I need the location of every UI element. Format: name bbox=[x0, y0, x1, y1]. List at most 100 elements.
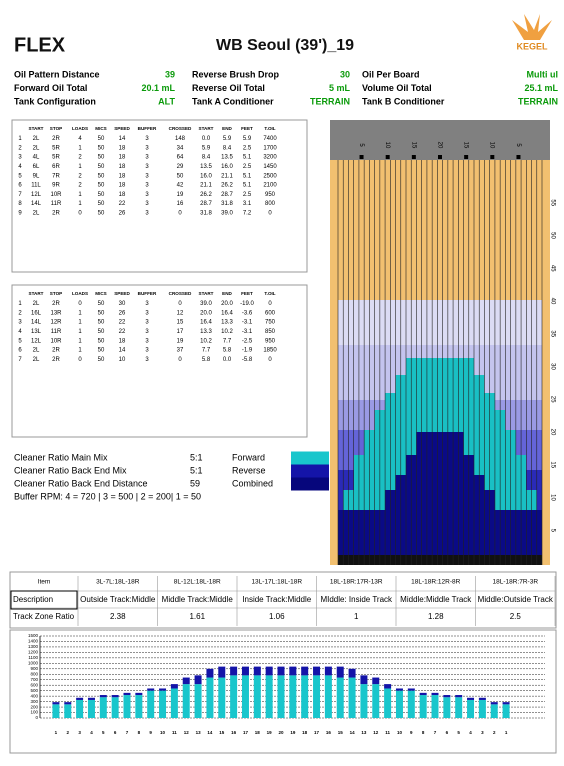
bar bbox=[277, 666, 285, 676]
x-tick-label: 19 bbox=[267, 730, 273, 735]
oil-forward bbox=[406, 358, 474, 375]
cell: 13.5 bbox=[221, 155, 233, 161]
bar bbox=[478, 697, 486, 700]
bar bbox=[241, 666, 249, 676]
distance-label: 40 bbox=[549, 298, 555, 305]
cell: 28.7 bbox=[221, 192, 233, 198]
x-tick-label: 9 bbox=[149, 730, 152, 735]
bar bbox=[289, 666, 297, 676]
x-tick-label: 2 bbox=[67, 730, 70, 735]
summary-value: 5 mL bbox=[329, 83, 351, 93]
zone-header: Item bbox=[38, 579, 51, 586]
x-tick-label: 16 bbox=[231, 730, 237, 735]
board-label: 5 bbox=[358, 143, 364, 147]
cell: 18 bbox=[119, 173, 126, 179]
summary-value: Multi ul bbox=[527, 69, 559, 79]
x-tick-label: 16 bbox=[326, 730, 332, 735]
bar bbox=[336, 677, 344, 718]
cell: 0 bbox=[268, 301, 272, 307]
bar bbox=[52, 702, 60, 705]
bar bbox=[455, 697, 463, 718]
cell: 4L bbox=[33, 155, 40, 161]
y-tick-label: 1000 bbox=[28, 661, 39, 666]
cell: 1 bbox=[78, 164, 82, 170]
cell: 0 bbox=[78, 210, 82, 216]
cell: 26.2 bbox=[200, 192, 212, 198]
cell: 3200 bbox=[263, 155, 277, 161]
cell: -5.8 bbox=[242, 357, 253, 363]
x-tick-label: 10 bbox=[160, 730, 166, 735]
bar bbox=[218, 677, 226, 718]
zone-cell: 1.61 bbox=[189, 612, 205, 621]
cell: 1 bbox=[78, 329, 82, 335]
legend-label: Reverse bbox=[232, 465, 266, 475]
cell: 0 bbox=[178, 301, 182, 307]
board-label: 10 bbox=[384, 142, 390, 149]
x-tick-label: 5 bbox=[457, 730, 460, 735]
cleaner-value: 5:1 bbox=[190, 465, 203, 475]
summary-label: Tank B Conditioner bbox=[362, 96, 445, 106]
board-marker bbox=[385, 155, 390, 159]
lane-band bbox=[338, 300, 542, 345]
cell: 5.8 bbox=[202, 357, 211, 363]
y-tick-label: 900 bbox=[30, 666, 38, 671]
column-header: START bbox=[29, 126, 44, 131]
cell: 3 bbox=[145, 357, 149, 363]
cell: 10R bbox=[50, 192, 62, 198]
column-header: STOP bbox=[50, 126, 62, 131]
cell: 2100 bbox=[263, 183, 277, 189]
cell: 800 bbox=[265, 201, 276, 207]
y-tick-label: 600 bbox=[30, 682, 38, 687]
cell: 0 bbox=[268, 357, 272, 363]
cell: 3 bbox=[145, 201, 149, 207]
bar bbox=[76, 699, 84, 718]
chart-box bbox=[9, 629, 557, 754]
cell: 21.1 bbox=[200, 183, 212, 189]
legend-swatch bbox=[291, 477, 329, 491]
zone-header: 8L-12L:18L-18R bbox=[174, 579, 221, 586]
cell: 26.2 bbox=[221, 183, 233, 189]
bar bbox=[407, 688, 415, 691]
cell: 11R bbox=[51, 201, 62, 207]
cell: 18 bbox=[119, 145, 126, 151]
cell: 5.8 bbox=[223, 348, 232, 354]
cell: 3 bbox=[145, 183, 149, 189]
x-tick-label: 12 bbox=[184, 730, 190, 735]
column-header: T.OIL bbox=[264, 291, 275, 296]
cell: 5.9 bbox=[223, 136, 232, 142]
cell: 0 bbox=[78, 301, 82, 307]
cell: 11R bbox=[51, 329, 62, 335]
zone-cell: 1.06 bbox=[269, 612, 285, 621]
cell: 50 bbox=[98, 357, 105, 363]
cell: 2R bbox=[52, 210, 60, 216]
bar bbox=[443, 695, 451, 698]
y-tick-label: 300 bbox=[30, 699, 38, 704]
y-tick-label: 1200 bbox=[28, 650, 39, 655]
bar bbox=[467, 699, 475, 718]
oil-forward bbox=[385, 393, 495, 410]
buffer-rpm: Buffer RPM: 4 = 720 | 3 = 500 | 2 = 200|… bbox=[14, 491, 201, 501]
cell: 13R bbox=[50, 310, 62, 316]
bar bbox=[253, 675, 261, 718]
summary-value: TERRAIN bbox=[310, 96, 350, 106]
bar bbox=[64, 702, 72, 705]
cell: 1 bbox=[78, 348, 82, 354]
bar bbox=[111, 695, 119, 698]
summary-value: 20.1 mL bbox=[141, 83, 175, 93]
cell: 2R bbox=[52, 357, 60, 363]
cell: 950 bbox=[265, 192, 276, 198]
summary-label: Tank A Conditioner bbox=[192, 96, 274, 106]
cell: 50 bbox=[98, 201, 105, 207]
legend-label: Combined bbox=[232, 478, 273, 488]
cell: 3 bbox=[145, 310, 149, 316]
board-label: 10 bbox=[489, 142, 495, 149]
bar bbox=[170, 684, 178, 689]
x-tick-label: 7 bbox=[434, 730, 437, 735]
summary-value: 25.1 mL bbox=[524, 83, 558, 93]
zone-header: 18L-18R:12R-8R bbox=[411, 579, 460, 586]
bar bbox=[502, 702, 510, 705]
x-tick-label: 13 bbox=[196, 730, 202, 735]
cell: 9 bbox=[18, 210, 22, 216]
cell: 4 bbox=[18, 329, 22, 335]
